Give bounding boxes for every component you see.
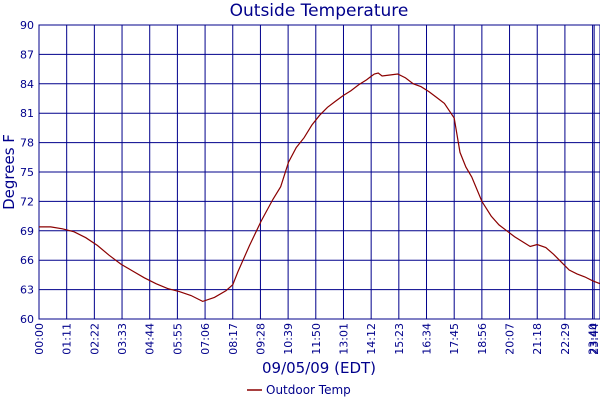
x-axis-label: 09/05/09 (EDT) [262, 359, 376, 377]
x-tick-label: 10:39 [282, 323, 295, 355]
y-tick-label: 84 [20, 78, 34, 91]
x-tick-label: 00:00 [33, 323, 46, 355]
x-tick-label: 22:29 [559, 323, 572, 355]
x-tick-label: 11:50 [310, 323, 323, 355]
y-tick-label: 90 [20, 19, 34, 32]
x-tick-label: 23:40 [587, 323, 600, 355]
y-tick-label: 81 [20, 107, 34, 120]
x-tick-label: 01:11 [61, 323, 74, 355]
x-tick-label: 17:45 [448, 323, 461, 355]
x-tick-label: 20:07 [504, 323, 517, 355]
y-axis-label: Degrees F [0, 134, 18, 210]
x-tick-label: 18:56 [476, 323, 489, 355]
x-tick-label: 14:12 [365, 323, 378, 355]
y-axis-ticks: 60 63 66 69 72 75 78 81 84 87 90 [20, 19, 34, 326]
x-tick-label: 16:34 [421, 323, 434, 355]
y-tick-label: 63 [20, 284, 34, 297]
series-line-outdoor-temp [39, 72, 600, 303]
x-tick-label: 09:28 [254, 323, 267, 355]
y-tick-label: 75 [20, 166, 34, 179]
chart-title: Outside Temperature [230, 1, 409, 21]
y-tick-label: 66 [20, 254, 34, 267]
x-tick-label: 02:22 [88, 323, 101, 355]
legend-label-outdoor-temp: Outdoor Temp [266, 383, 351, 397]
x-tick-label: 04:44 [144, 323, 157, 355]
x-tick-label: 21:18 [531, 323, 544, 355]
legend: Outdoor Temp [247, 383, 351, 397]
x-tick-label: 08:17 [227, 323, 240, 355]
x-tick-label: 07:06 [199, 323, 212, 355]
y-tick-label: 69 [20, 225, 34, 238]
y-tick-label: 72 [20, 195, 34, 208]
x-tick-label: 03:33 [116, 323, 129, 355]
y-tick-label: 78 [20, 137, 34, 150]
y-tick-label: 87 [20, 48, 34, 61]
x-tick-label: 23:44 [588, 323, 600, 355]
x-tick-label: 15:23 [393, 323, 406, 355]
x-tick-label: 13:01 [337, 323, 350, 355]
x-tick-label: 05:55 [171, 323, 184, 355]
plot-border [38, 24, 600, 320]
x-axis-ticks: 00:00 01:11 02:22 03:33 04:44 05:55 07:06 08:17… [33, 323, 600, 355]
y-tick-label: 60 [20, 313, 34, 326]
